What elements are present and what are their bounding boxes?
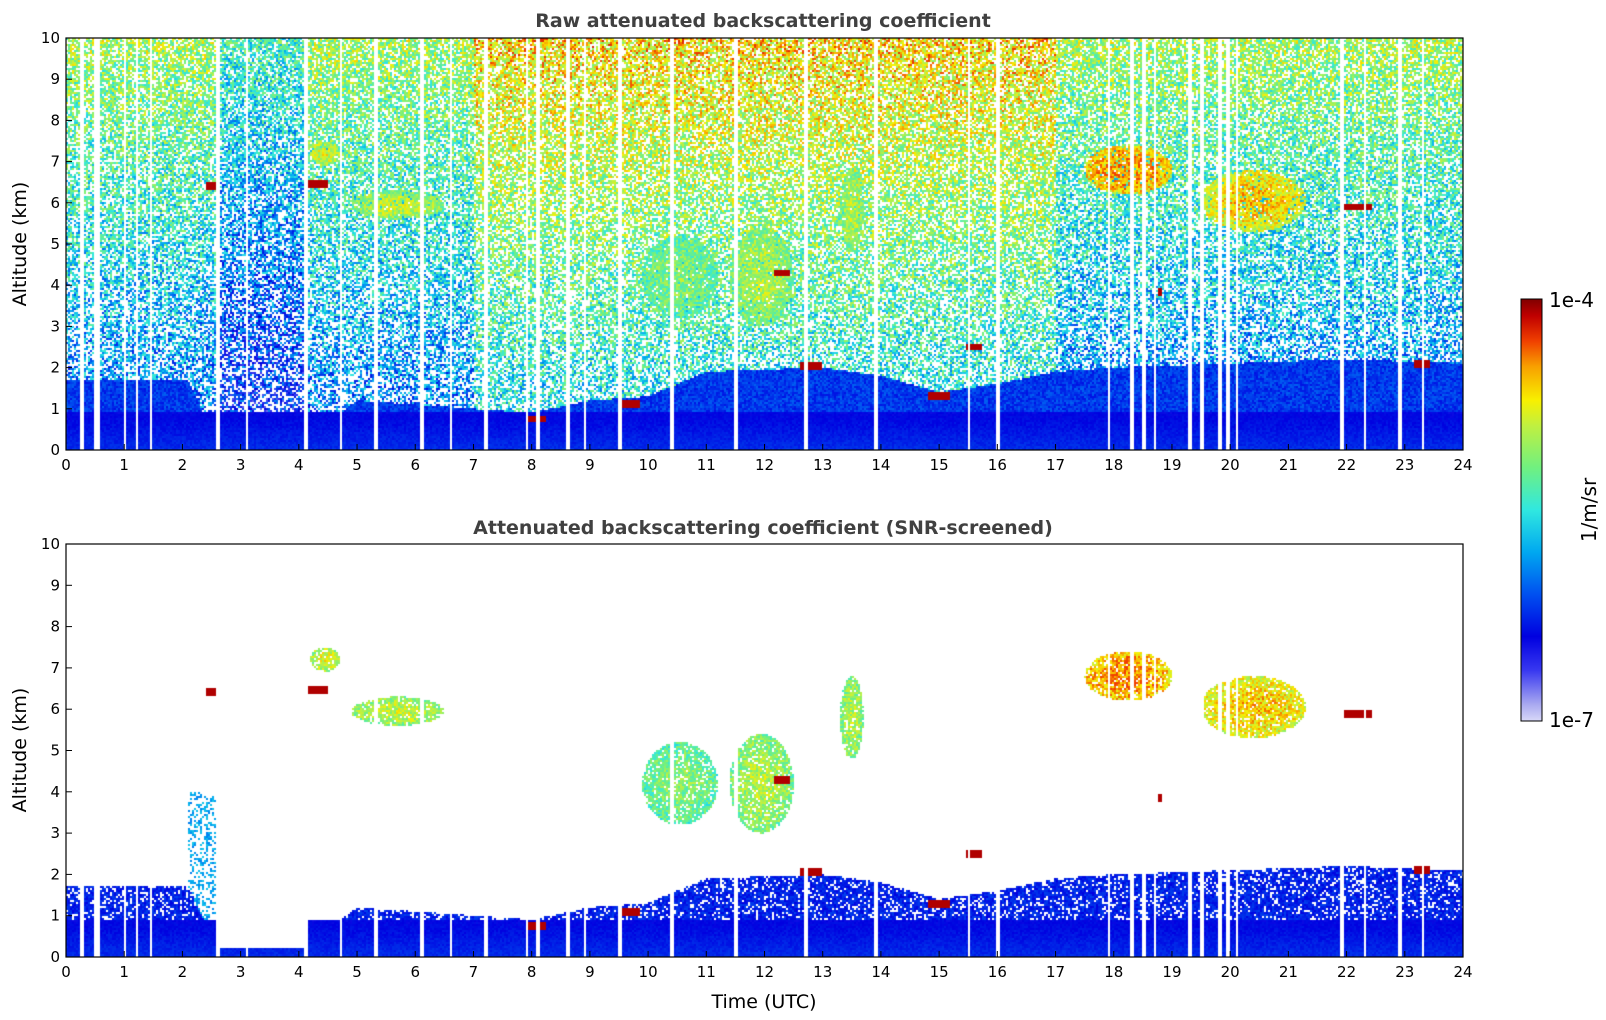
panel-title-screened: Attenuated backscattering coefficient (S… bbox=[473, 517, 1053, 539]
y-tick-label: 10 bbox=[41, 29, 60, 47]
y-tick-label: 3 bbox=[50, 317, 60, 335]
x-tick-label: 24 bbox=[1453, 963, 1472, 981]
axis-ticks-raw: 0 1 2 3 4 5 6 7 8 9 10 11 12 13 14 15 16 17 18 19 20 21 22 23 24… bbox=[41, 29, 1473, 474]
colorbar-unit-label: 1/m/sr bbox=[1577, 477, 1601, 542]
y-tick-label: 6 bbox=[50, 700, 60, 718]
x-tick-label: 4 bbox=[294, 456, 304, 474]
x-tick-label: 14 bbox=[871, 456, 890, 474]
x-tick-label: 10 bbox=[639, 456, 658, 474]
x-tick-label: 2 bbox=[178, 963, 188, 981]
x-tick-label: 15 bbox=[930, 963, 949, 981]
x-tick-label: 7 bbox=[469, 963, 479, 981]
x-tick-label: 14 bbox=[871, 963, 890, 981]
x-tick-label: 10 bbox=[639, 963, 658, 981]
y-tick-label: 2 bbox=[50, 359, 60, 377]
x-tick-label: 6 bbox=[410, 456, 420, 474]
y-tick-label: 4 bbox=[50, 783, 60, 801]
x-tick-label: 22 bbox=[1337, 456, 1356, 474]
colorbar-max-label: 1e-4 bbox=[1549, 288, 1594, 312]
colorbar-min-label: 1e-7 bbox=[1549, 708, 1594, 732]
y-tick-label: 7 bbox=[50, 153, 60, 171]
heatmap-raw bbox=[66, 38, 1463, 450]
colorbar: 1e-4 1e-7 1/m/sr bbox=[1520, 288, 1601, 732]
x-tick-label: 20 bbox=[1221, 963, 1240, 981]
x-tick-label: 17 bbox=[1046, 456, 1065, 474]
y-tick-label: 8 bbox=[50, 618, 60, 636]
colorbar-gradient bbox=[1520, 298, 1543, 722]
x-tick-label: 4 bbox=[294, 963, 304, 981]
y-tick-label: 7 bbox=[50, 659, 60, 677]
x-tick-label: 13 bbox=[813, 456, 832, 474]
heatmap-screened bbox=[66, 544, 1463, 957]
x-tick-label: 17 bbox=[1046, 963, 1065, 981]
panel-title-raw: Raw attenuated backscattering coefficien… bbox=[535, 10, 991, 32]
y-tick-label: 6 bbox=[50, 194, 60, 212]
y-tick-label: 9 bbox=[50, 576, 60, 594]
x-tick-label: 23 bbox=[1395, 456, 1414, 474]
x-tick-label: 18 bbox=[1104, 963, 1123, 981]
x-tick-label: 2 bbox=[178, 456, 188, 474]
x-tick-label: 5 bbox=[352, 456, 362, 474]
x-tick-label: 5 bbox=[352, 963, 362, 981]
y-tick-label: 2 bbox=[50, 865, 60, 883]
x-tick-label: 7 bbox=[469, 456, 479, 474]
axis-ticks-screened: 0 1 2 3 4 5 6 7 8 9 10 11 12 13 14 15 16 17 18 19 20 21 22 23 24… bbox=[41, 535, 1473, 981]
y-tick-label: 0 bbox=[50, 441, 60, 459]
y-axis-label-screened: Altitude (km) bbox=[9, 688, 31, 813]
x-tick-label: 1 bbox=[119, 456, 129, 474]
x-tick-label: 21 bbox=[1279, 963, 1298, 981]
y-tick-label: 0 bbox=[50, 948, 60, 966]
y-tick-label: 5 bbox=[50, 235, 60, 253]
x-tick-label: 3 bbox=[236, 456, 246, 474]
y-tick-label: 5 bbox=[50, 742, 60, 760]
y-tick-label: 4 bbox=[50, 276, 60, 294]
x-tick-label: 0 bbox=[61, 456, 71, 474]
x-tick-label: 23 bbox=[1395, 963, 1414, 981]
panel-raw: Raw attenuated backscattering coefficien… bbox=[9, 10, 1473, 474]
x-tick-label: 9 bbox=[585, 963, 595, 981]
x-tick-label: 19 bbox=[1162, 963, 1181, 981]
x-tick-label: 15 bbox=[930, 456, 949, 474]
x-tick-label: 24 bbox=[1453, 456, 1472, 474]
y-tick-label: 10 bbox=[41, 535, 60, 553]
x-tick-label: 16 bbox=[988, 456, 1007, 474]
x-tick-label: 22 bbox=[1337, 963, 1356, 981]
x-tick-label: 12 bbox=[755, 963, 774, 981]
x-tick-label: 18 bbox=[1104, 456, 1123, 474]
x-tick-label: 13 bbox=[813, 963, 832, 981]
x-tick-label: 8 bbox=[527, 456, 537, 474]
x-axis-label: Time (UTC) bbox=[710, 991, 816, 1013]
x-tick-label: 6 bbox=[410, 963, 420, 981]
x-tick-label: 8 bbox=[527, 963, 537, 981]
x-tick-label: 1 bbox=[119, 963, 129, 981]
x-tick-label: 19 bbox=[1162, 456, 1181, 474]
x-tick-label: 21 bbox=[1279, 456, 1298, 474]
y-tick-label: 8 bbox=[50, 111, 60, 129]
x-tick-label: 0 bbox=[61, 963, 71, 981]
x-tick-label: 11 bbox=[697, 963, 716, 981]
x-tick-label: 11 bbox=[697, 456, 716, 474]
y-tick-label: 9 bbox=[50, 70, 60, 88]
x-tick-label: 16 bbox=[988, 963, 1007, 981]
y-axis-label-raw: Altitude (km) bbox=[9, 182, 31, 307]
panel-screened: Attenuated backscattering coefficient (S… bbox=[9, 517, 1473, 1013]
x-tick-label: 20 bbox=[1221, 456, 1240, 474]
y-tick-label: 3 bbox=[50, 824, 60, 842]
x-tick-label: 9 bbox=[585, 456, 595, 474]
y-tick-label: 1 bbox=[50, 907, 60, 925]
x-tick-label: 3 bbox=[236, 963, 246, 981]
y-tick-label: 1 bbox=[50, 400, 60, 418]
x-tick-label: 12 bbox=[755, 456, 774, 474]
